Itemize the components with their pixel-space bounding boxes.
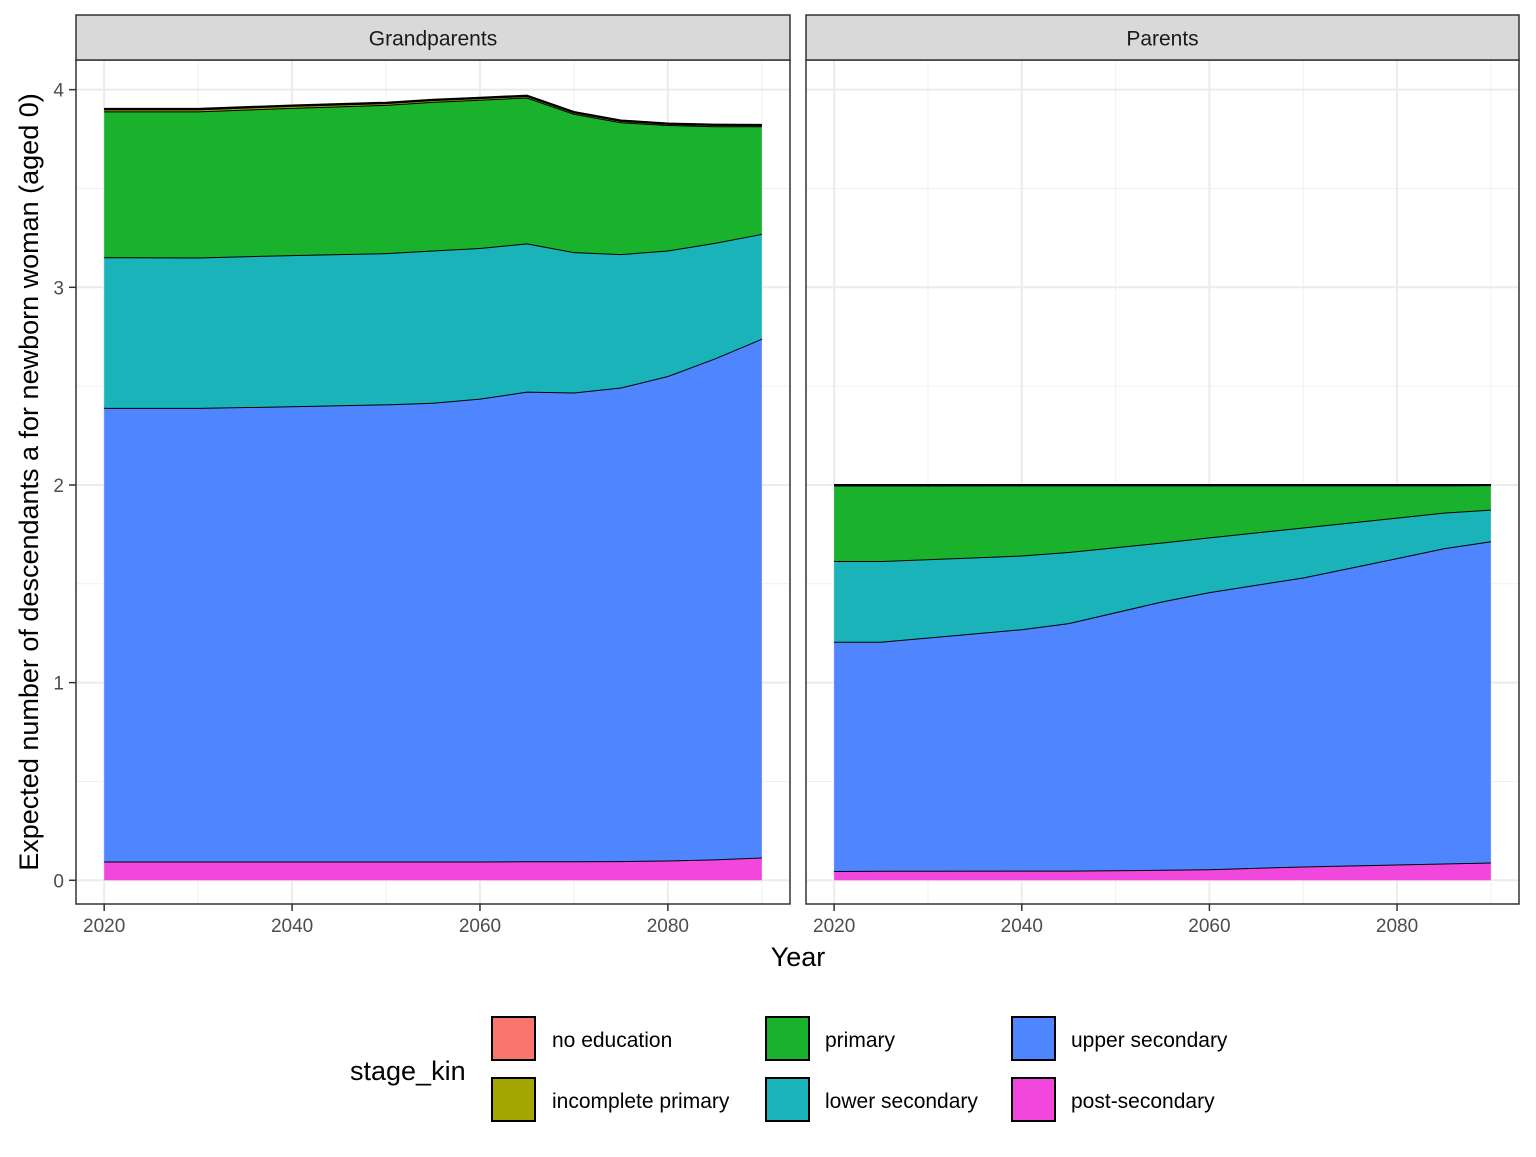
legend-label-incomplete-primary: incomplete primary — [552, 1090, 730, 1113]
x-tick-label: 2080 — [647, 916, 689, 937]
legend-label-primary: primary — [825, 1029, 896, 1052]
legend-item-post-secondary: post-secondary — [1012, 1078, 1215, 1121]
x-tick-label: 2060 — [459, 916, 501, 937]
legend-key-lower-secondary — [766, 1078, 809, 1121]
y-tick-label: 0 — [53, 871, 64, 892]
legend: stage_kin no education incomplete primary p… — [350, 1017, 1228, 1121]
x-axis-title: Year — [771, 942, 826, 972]
legend-label-post-secondary: post-secondary — [1071, 1090, 1215, 1113]
legend-key-upper-secondary — [1012, 1017, 1055, 1060]
x-tick-label: 2040 — [1001, 916, 1043, 937]
x-tick-label: 2080 — [1376, 916, 1418, 937]
facet-panel-parents: Parents 2020 2040 2060 2080 — [806, 15, 1519, 937]
legend-key-incomplete-primary — [492, 1078, 535, 1121]
legend-title: stage_kin — [350, 1056, 466, 1086]
y-tick-label: 4 — [53, 81, 64, 102]
legend-item-lower-secondary: lower secondary — [766, 1078, 978, 1121]
y-tick-label: 1 — [53, 674, 64, 695]
x-tick-label: 2040 — [271, 916, 313, 937]
legend-key-post-secondary — [1012, 1078, 1055, 1121]
legend-item-no-education: no education — [492, 1017, 672, 1060]
legend-label-no-education: no education — [552, 1029, 672, 1052]
y-tick-label: 2 — [53, 476, 64, 497]
legend-key-no-education — [492, 1017, 535, 1060]
legend-key-primary — [766, 1017, 809, 1060]
y-axis-title: Expected number of descendants a for new… — [14, 93, 44, 870]
y-tick-label: 3 — [53, 278, 64, 299]
legend-label-upper-secondary: upper secondary — [1071, 1029, 1228, 1052]
facet-panel-grandparents: Grandparents 2020 2040 2060 2080 0 1 2 3 4 — [53, 15, 790, 937]
x-tick-label: 2020 — [813, 916, 855, 937]
area-upper-secondary — [104, 339, 762, 862]
legend-item-incomplete-primary: incomplete primary — [492, 1078, 730, 1121]
x-tick-label: 2060 — [1188, 916, 1230, 937]
legend-label-lower-secondary: lower secondary — [825, 1090, 978, 1113]
facet-strip-label: Grandparents — [369, 28, 497, 51]
facet-strip-label: Parents — [1126, 28, 1198, 51]
legend-item-primary: primary — [766, 1017, 896, 1060]
legend-item-upper-secondary: upper secondary — [1012, 1017, 1228, 1060]
x-tick-label: 2020 — [83, 916, 125, 937]
